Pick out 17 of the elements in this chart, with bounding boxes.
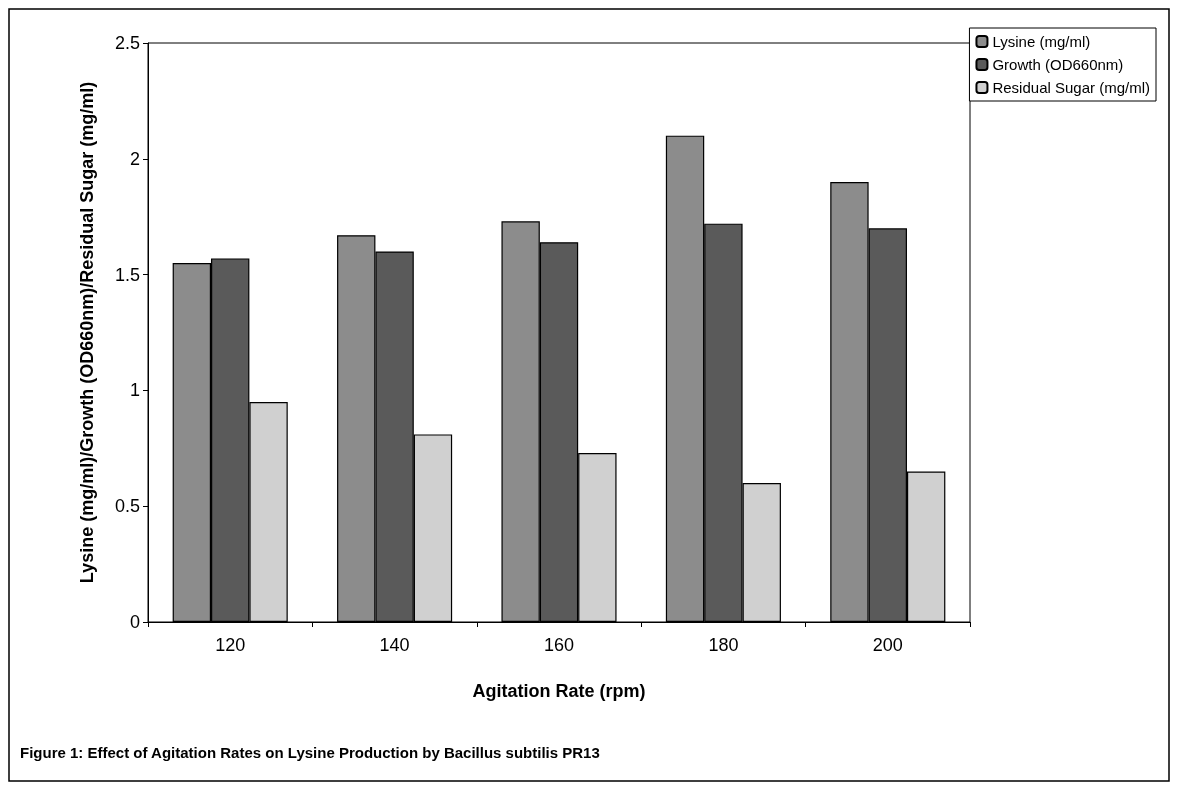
x-tick-label: 160: [543, 635, 575, 655]
x-tick-label: 200: [872, 635, 903, 655]
x-tick-label: 180: [708, 635, 739, 655]
y-axis-title: Lysine (mg/ml)/Growth (OD660nm)/Residual Sugar (mg/ml): [77, 81, 97, 584]
x-tick-label: 140: [379, 635, 410, 655]
y-tick-label: 2.5: [114, 33, 140, 53]
y-tick-label: 1.5: [114, 264, 140, 285]
y-tick-label: 0: [129, 612, 140, 632]
y-tick-label: 1: [129, 380, 140, 401]
y-tick-label: 0.5: [114, 496, 140, 517]
legend-label: Growth (OD660nm): [992, 56, 1124, 73]
x-axis-title: Agitation Rate (rpm): [472, 681, 646, 701]
legend-label: Residual Sugar (mg/ml): [992, 79, 1151, 96]
caption: Figure 1: Effect of Agitation Rates on Lysine Production by Bacillus subtilis PR13: [20, 744, 600, 761]
x-tick-label: 120: [215, 635, 246, 655]
legend-label: Lysine (mg/ml): [992, 33, 1091, 50]
y-tick-label: 2: [129, 148, 140, 169]
